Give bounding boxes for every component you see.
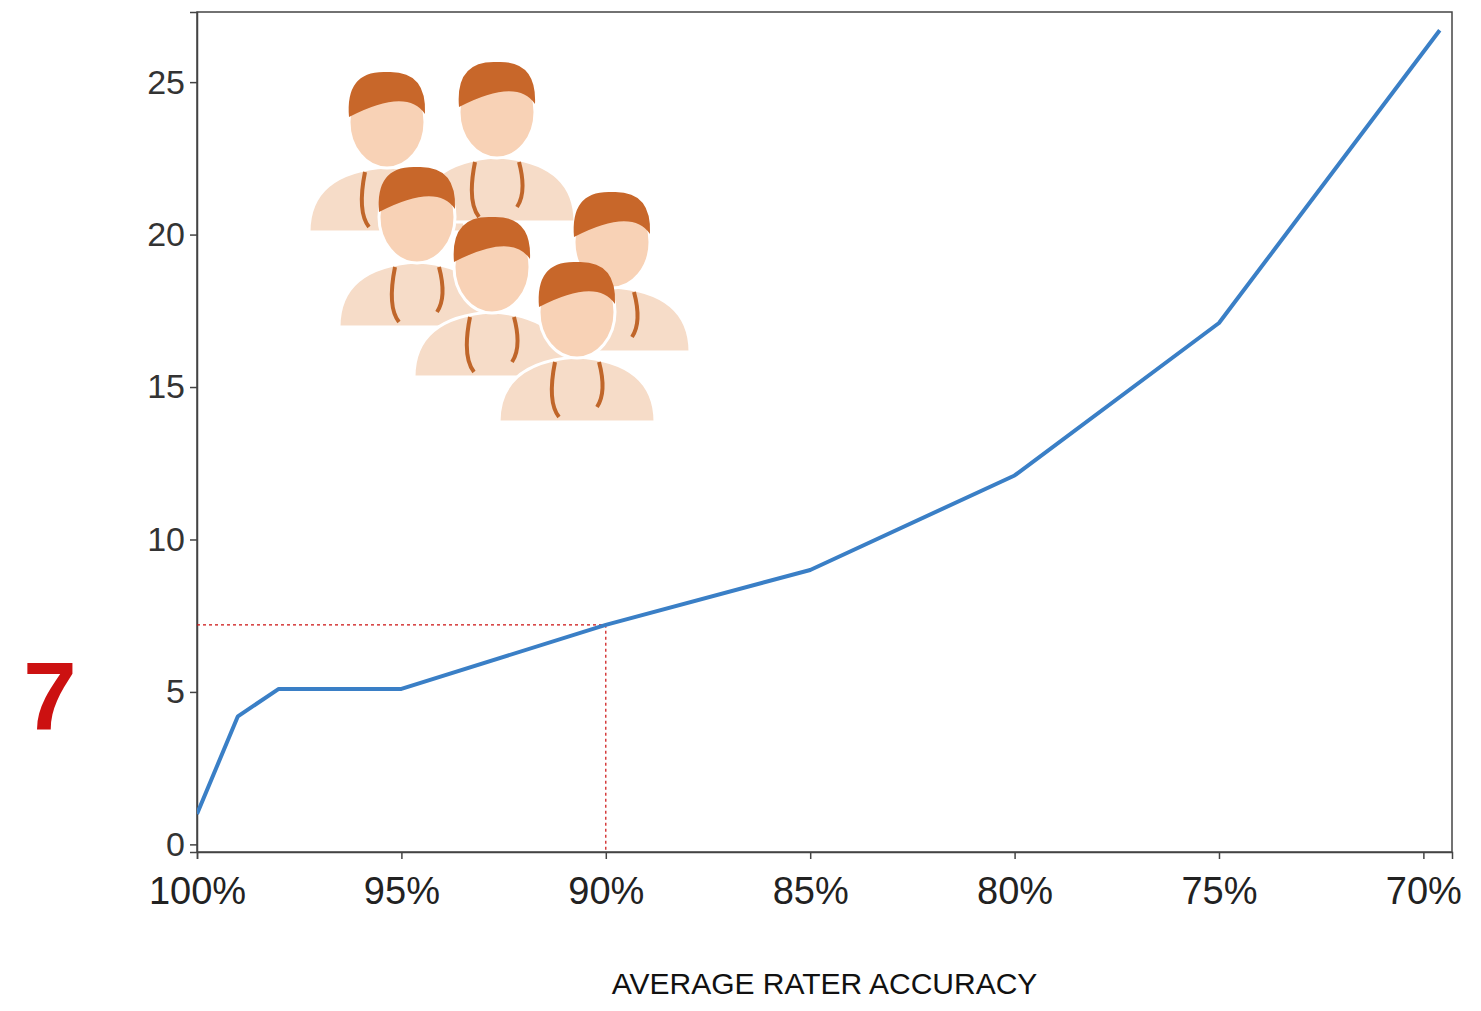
x-tick-label: 85%	[773, 870, 849, 912]
x-tick-label: 75%	[1181, 870, 1257, 912]
y-tick-label: 0	[166, 825, 185, 863]
y-tick: 10	[147, 520, 197, 558]
x-axis: 100% 95% 90% 85% 80% 75% 70%	[149, 852, 1462, 912]
x-tick: 70%	[1386, 852, 1462, 912]
x-tick-label: 70%	[1386, 870, 1462, 912]
guide-vertical	[605, 625, 606, 852]
x-axis-title: AVERAGE RATER ACCURACY	[612, 967, 1038, 1000]
y-tick-label: 20	[147, 215, 185, 253]
y-tick: 5	[166, 672, 197, 710]
stethoscope	[467, 317, 518, 372]
x-tick-label: 100%	[149, 870, 246, 912]
x-tick-label: 90%	[568, 870, 644, 912]
x-tick: 80%	[977, 852, 1053, 912]
y-tick-label: 10	[147, 520, 185, 558]
y-tick-label: 15	[147, 367, 185, 405]
doctor-hair	[574, 192, 650, 237]
doctor	[499, 262, 655, 422]
x-axis-line	[198, 853, 1453, 860]
chart: 100% 95% 90% 85% 80% 75% 70% 0 5 10 15 20 25 7 AVERAGE…	[0, 0, 1481, 1011]
y-axis-line	[190, 13, 198, 853]
y-tick-mark	[190, 539, 197, 541]
doctor-hair	[539, 262, 615, 307]
stethoscope	[472, 162, 523, 217]
line	[197, 30, 1440, 814]
marks	[197, 30, 1440, 852]
y-tick-label: 25	[147, 63, 185, 101]
x-tick-mark	[1014, 852, 1016, 859]
plot: 100% 95% 90% 85% 80% 75% 70% 0 5 10 15 20 25	[147, 12, 1462, 912]
doctor-hair	[454, 217, 530, 262]
annotation-label: 7	[23, 643, 76, 750]
y-tick: 25	[147, 63, 197, 101]
doctor-body	[499, 357, 655, 422]
x-tick: 85%	[773, 852, 849, 912]
x-tick-mark	[810, 852, 812, 859]
stethoscope	[392, 267, 443, 322]
y-tick-mark	[190, 692, 197, 694]
x-tick-label: 80%	[977, 870, 1053, 912]
x-tick: 90%	[568, 852, 644, 912]
x-tick-mark	[1423, 852, 1425, 859]
doctors-icon	[309, 62, 690, 422]
guide-horizontal	[197, 624, 606, 625]
y-tick: 20	[147, 215, 197, 253]
x-tick-mark	[606, 852, 608, 859]
plot-frame	[197, 12, 1452, 852]
x-tick: 100%	[149, 852, 246, 912]
x-tick-mark	[401, 852, 403, 859]
y-tick-mark	[190, 234, 197, 236]
y-tick-mark	[190, 844, 197, 846]
x-tick-label: 95%	[364, 870, 440, 912]
x-tick: 95%	[364, 852, 440, 912]
y-tick: 0	[166, 825, 197, 863]
y-tick-mark	[190, 387, 197, 389]
y-tick-label: 5	[166, 672, 185, 710]
y-tick-mark	[190, 82, 197, 84]
doctor-hair	[459, 62, 535, 107]
y-tick: 15	[147, 367, 197, 405]
y-axis: 0 5 10 15 20 25	[147, 13, 197, 863]
doctor-hair	[379, 167, 455, 212]
stethoscope	[552, 362, 603, 417]
doctor-hair	[349, 72, 425, 117]
x-tick-mark	[1219, 852, 1221, 859]
x-tick: 75%	[1181, 852, 1257, 912]
